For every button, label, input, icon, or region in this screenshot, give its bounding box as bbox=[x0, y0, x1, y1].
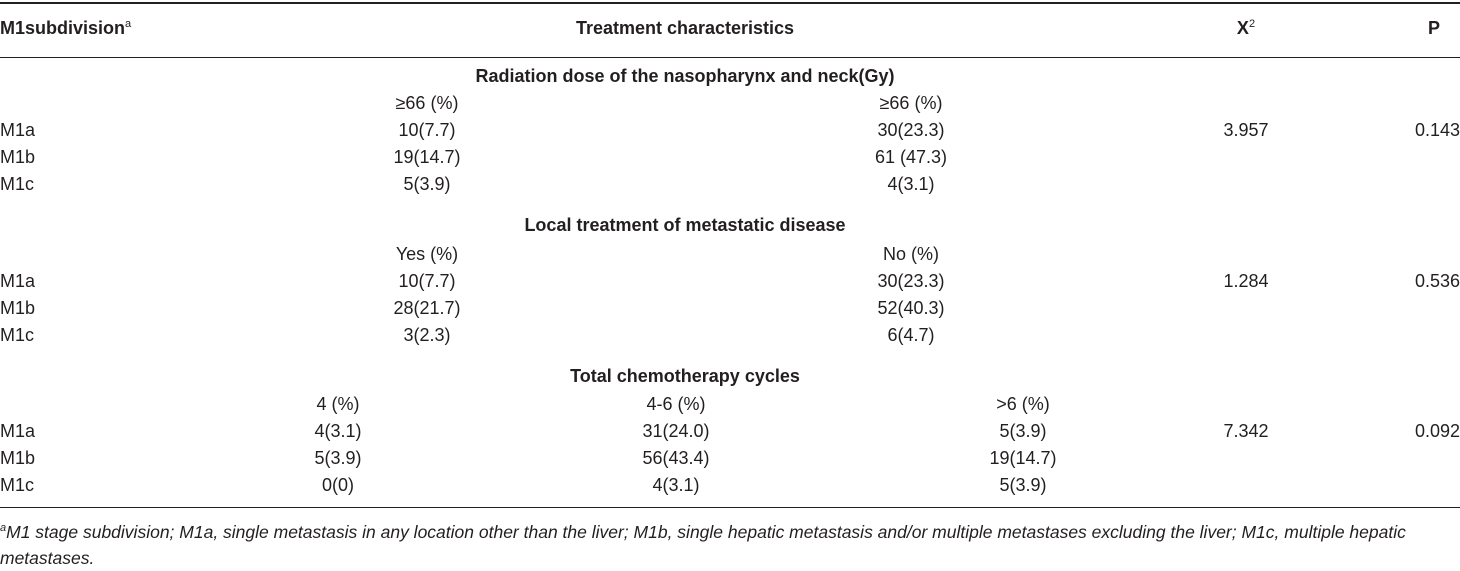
section-title: Radiation dose of the nasopharynx and ne… bbox=[475, 66, 895, 86]
row-label: M1b bbox=[0, 448, 36, 468]
section-title: Local treatment of metastatic disease bbox=[524, 215, 846, 235]
cell-value: 4(3.1) bbox=[652, 475, 700, 495]
cell-value: 30(23.3) bbox=[877, 271, 945, 291]
header-m1-label: M1subdivision bbox=[0, 18, 126, 38]
chi-square-value: 3.957 bbox=[1223, 120, 1269, 140]
column-header: 4-6 (%) bbox=[646, 394, 706, 414]
bottom-rule bbox=[0, 507, 1460, 508]
column-header: Yes (%) bbox=[395, 244, 459, 264]
p-value: 0.143 bbox=[1414, 120, 1460, 140]
cell-value: 4(3.1) bbox=[314, 421, 362, 441]
column-header: No (%) bbox=[882, 244, 940, 264]
chi-square-value: 1.284 bbox=[1223, 271, 1269, 291]
cell-value: 30(23.3) bbox=[877, 120, 945, 140]
header-chi-sup: 2 bbox=[1248, 18, 1256, 30]
row-label: M1b bbox=[0, 298, 36, 318]
cell-value: 6(4.7) bbox=[887, 325, 935, 345]
column-header: >6 (%) bbox=[996, 394, 1050, 414]
column-header: ≥66 (%) bbox=[879, 93, 943, 113]
row-label: M1b bbox=[0, 147, 36, 167]
cell-value: 5(3.9) bbox=[999, 475, 1047, 495]
row-label: M1a bbox=[0, 421, 36, 441]
header-p-value: P bbox=[1427, 18, 1441, 38]
footnote-sup: a bbox=[0, 522, 7, 535]
cell-value: 10(7.7) bbox=[398, 271, 456, 291]
row-label: M1c bbox=[0, 475, 35, 495]
p-value: 0.536 bbox=[1414, 271, 1460, 291]
cell-value: 31(24.0) bbox=[642, 421, 710, 441]
cell-value: 0(0) bbox=[321, 475, 355, 495]
header-m1-subdivision: M1subdivisiona bbox=[0, 18, 132, 38]
row-label: M1c bbox=[0, 174, 35, 194]
cell-value: 10(7.7) bbox=[398, 120, 456, 140]
cell-value: 61 (47.3) bbox=[874, 147, 948, 167]
cell-value: 19(14.7) bbox=[989, 448, 1057, 468]
header-chi-square: X2 bbox=[1236, 18, 1256, 38]
section-title: Total chemotherapy cycles bbox=[570, 366, 800, 386]
header-treatment-characteristics: Treatment characteristics bbox=[575, 18, 795, 38]
row-label: M1c bbox=[0, 325, 35, 345]
cell-value: 5(3.9) bbox=[999, 421, 1047, 441]
cell-value: 19(14.7) bbox=[393, 147, 461, 167]
cell-value: 28(21.7) bbox=[393, 298, 461, 318]
cell-value: 5(3.9) bbox=[314, 448, 362, 468]
row-label: M1a bbox=[0, 271, 36, 291]
column-header: 4 (%) bbox=[316, 394, 360, 414]
cell-value: 3(2.3) bbox=[403, 325, 451, 345]
header-rule bbox=[0, 57, 1460, 58]
p-value: 0.092 bbox=[1414, 421, 1460, 441]
column-header: ≥66 (%) bbox=[395, 93, 459, 113]
cell-value: 52(40.3) bbox=[877, 298, 945, 318]
chi-square-value: 7.342 bbox=[1223, 421, 1269, 441]
header-chi-base: X bbox=[1236, 18, 1249, 38]
cell-value: 56(43.4) bbox=[642, 448, 710, 468]
table-footnote: aM1 stage subdivision; M1a, single metas… bbox=[0, 519, 1460, 571]
header-m1-sup: a bbox=[125, 18, 132, 30]
top-rule bbox=[0, 2, 1460, 4]
cell-value: 4(3.1) bbox=[887, 174, 935, 194]
footnote-text: M1 stage subdivision; M1a, single metast… bbox=[0, 522, 1406, 568]
row-label: M1a bbox=[0, 120, 36, 140]
cell-value: 5(3.9) bbox=[403, 174, 451, 194]
